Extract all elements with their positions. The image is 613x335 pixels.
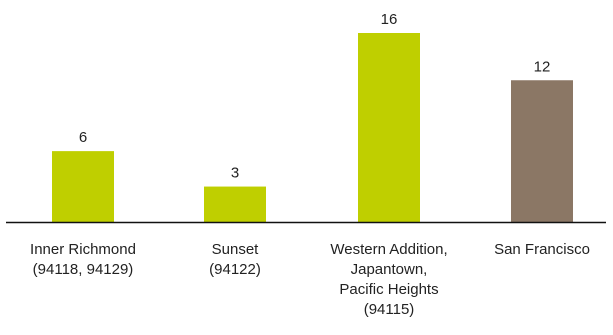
- category-label-1-line-2: (94118, 94129): [33, 261, 134, 278]
- category-label-4-line-1: San Francisco: [494, 241, 590, 258]
- value-label-1: 6: [79, 129, 87, 146]
- category-label-3-line-4: (94115): [364, 301, 415, 318]
- bar-4: [511, 80, 573, 222]
- category-labels-group: Inner Richmond (94118, 94129) Sunset (94122…: [30, 241, 590, 318]
- value-label-3: 16: [381, 11, 398, 28]
- category-label-2-line-2: (94122): [209, 261, 261, 278]
- value-label-4: 12: [534, 58, 551, 75]
- category-label-3-line-3: Pacific Heights: [339, 281, 438, 298]
- bar-1: [52, 151, 114, 222]
- bars-group: [52, 33, 573, 222]
- value-label-2: 3: [231, 165, 239, 182]
- category-label-3-line-2: Japantown,: [351, 261, 428, 278]
- category-label-3-line-1: Western Addition,: [330, 241, 447, 258]
- category-label-2-line-1: Sunset: [212, 241, 260, 258]
- bar-2: [204, 186, 266, 222]
- category-label-1-line-1: Inner Richmond: [30, 241, 136, 258]
- bar-3: [358, 33, 420, 222]
- value-labels-group: 6 3 16 12: [79, 11, 551, 182]
